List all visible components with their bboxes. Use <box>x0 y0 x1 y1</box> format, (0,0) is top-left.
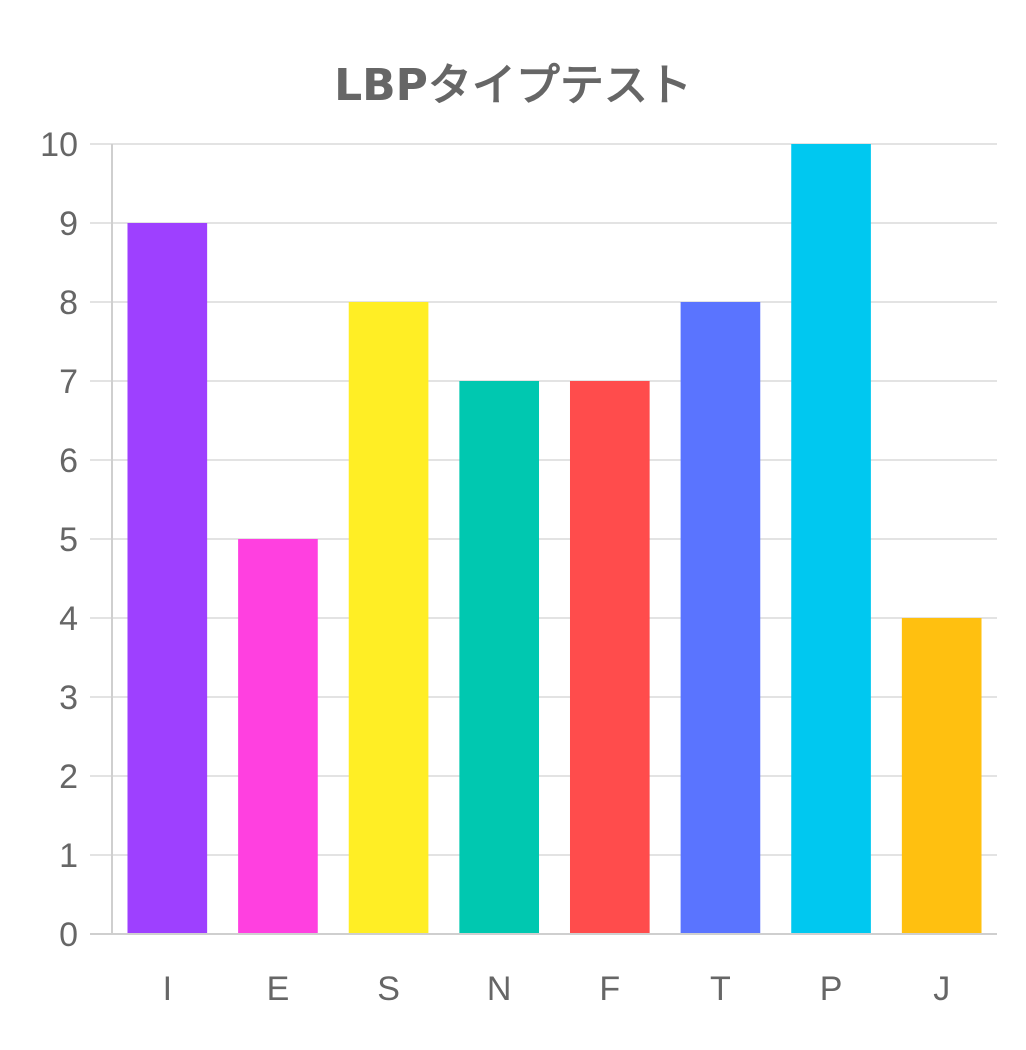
bars <box>127 144 982 934</box>
y-tick-label: 6 <box>59 442 78 480</box>
y-tick-label: 3 <box>59 679 78 717</box>
x-tick-label: F <box>599 970 620 1008</box>
chart-title: LBPタイプテスト <box>334 60 692 111</box>
y-tick-label: 4 <box>59 600 78 638</box>
x-tick-label: I <box>163 970 172 1008</box>
y-tick-label: 1 <box>59 837 78 875</box>
y-tick-label: 10 <box>40 126 78 164</box>
bar-p <box>791 144 871 934</box>
axes <box>90 144 997 935</box>
y-tick-label: 7 <box>59 363 78 401</box>
y-tick-label: 0 <box>59 916 78 954</box>
bar-f <box>569 381 650 934</box>
bar-s <box>348 302 429 934</box>
y-tick-label: 2 <box>59 758 78 796</box>
bar-t <box>680 302 761 934</box>
y-tick-label: 5 <box>59 521 78 559</box>
bar-i <box>127 223 208 934</box>
x-tick-label: E <box>267 970 290 1008</box>
x-tick-label: S <box>377 970 400 1008</box>
x-tick-label: N <box>487 970 512 1008</box>
bar-e <box>238 539 318 934</box>
y-axis-ticks: 0 1 2 3 4 5 6 7 8 9 10 <box>40 126 78 954</box>
x-tick-label: T <box>710 970 731 1008</box>
bar-j <box>901 618 982 934</box>
x-tick-label: P <box>820 970 843 1008</box>
y-tick-label: 8 <box>59 284 78 322</box>
x-tick-label: J <box>933 970 950 1008</box>
y-tick-label: 9 <box>59 205 78 243</box>
bar-n <box>459 381 540 934</box>
